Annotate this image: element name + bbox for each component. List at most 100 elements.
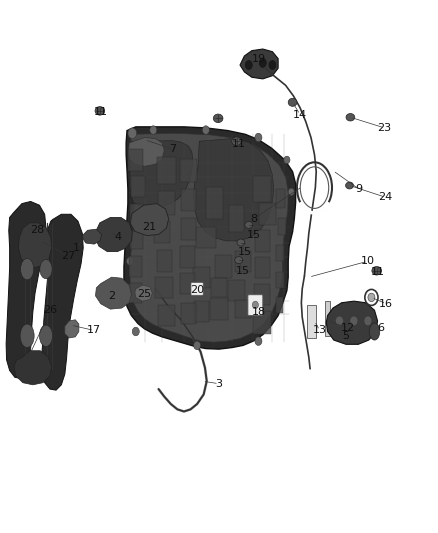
Text: 21: 21 (142, 222, 156, 231)
Text: 6: 6 (378, 323, 385, 333)
Ellipse shape (346, 182, 353, 189)
Bar (129, 256, 142, 277)
Circle shape (126, 294, 133, 303)
Bar (130, 204, 143, 223)
Text: 19: 19 (251, 54, 265, 63)
Ellipse shape (237, 239, 245, 246)
Ellipse shape (346, 114, 355, 121)
Text: 12: 12 (341, 323, 355, 333)
Bar (236, 251, 251, 272)
Ellipse shape (95, 107, 105, 115)
Bar (235, 300, 251, 319)
Bar (253, 311, 271, 334)
Polygon shape (135, 285, 152, 301)
Circle shape (255, 133, 262, 142)
Polygon shape (124, 127, 296, 349)
Bar (259, 203, 276, 225)
Bar (158, 305, 175, 326)
Circle shape (288, 188, 294, 196)
Bar (156, 250, 172, 272)
Bar (253, 176, 271, 202)
Bar (180, 246, 195, 268)
Circle shape (150, 126, 157, 134)
Text: 28: 28 (30, 225, 44, 235)
Polygon shape (95, 277, 131, 309)
Polygon shape (131, 204, 169, 236)
Circle shape (364, 316, 372, 326)
Text: 13: 13 (313, 326, 327, 335)
Ellipse shape (369, 323, 380, 340)
Polygon shape (95, 217, 132, 252)
Bar (155, 277, 173, 298)
Text: 10: 10 (361, 256, 375, 266)
Text: 15: 15 (238, 247, 252, 257)
Polygon shape (18, 223, 52, 268)
Circle shape (368, 293, 375, 302)
Ellipse shape (288, 98, 297, 106)
Bar (278, 218, 286, 235)
Text: 26: 26 (43, 305, 57, 315)
Text: 15: 15 (236, 266, 250, 276)
Bar (156, 157, 176, 184)
Text: 14: 14 (293, 110, 307, 119)
Polygon shape (128, 138, 164, 166)
Text: 24: 24 (378, 192, 392, 202)
Text: 18: 18 (251, 307, 265, 317)
Polygon shape (65, 320, 79, 338)
Bar (276, 189, 285, 207)
Ellipse shape (39, 325, 53, 346)
Polygon shape (130, 141, 193, 208)
Bar (206, 187, 223, 219)
Text: 15: 15 (247, 230, 261, 239)
Bar (131, 176, 145, 197)
Circle shape (268, 60, 277, 70)
Bar (254, 284, 270, 305)
Text: 25: 25 (138, 289, 152, 299)
Bar (215, 255, 232, 278)
Circle shape (350, 316, 358, 326)
Bar (158, 190, 175, 214)
Bar (130, 230, 143, 249)
Circle shape (202, 126, 209, 134)
Polygon shape (240, 49, 278, 79)
Bar (276, 297, 283, 313)
Polygon shape (82, 229, 102, 244)
Circle shape (127, 257, 134, 265)
Bar (210, 298, 228, 320)
Ellipse shape (21, 259, 34, 280)
Bar (180, 303, 196, 324)
FancyBboxPatch shape (191, 282, 203, 295)
Text: 11: 11 (232, 139, 246, 149)
Circle shape (365, 289, 378, 305)
Bar (255, 257, 271, 278)
Bar (325, 301, 330, 336)
Circle shape (284, 156, 290, 164)
Text: 3: 3 (215, 379, 223, 389)
Bar (228, 280, 245, 301)
Bar (180, 159, 197, 182)
Ellipse shape (245, 222, 253, 229)
Bar (154, 221, 170, 243)
Polygon shape (14, 351, 52, 385)
Ellipse shape (20, 324, 34, 348)
Circle shape (244, 60, 253, 70)
Text: 9: 9 (356, 184, 363, 194)
Bar (180, 273, 195, 294)
Text: 7: 7 (170, 144, 177, 154)
Circle shape (258, 58, 267, 68)
Ellipse shape (235, 257, 243, 263)
Ellipse shape (40, 260, 52, 279)
Bar (276, 245, 284, 261)
Polygon shape (6, 201, 46, 378)
Bar (255, 230, 271, 252)
Bar (129, 283, 142, 303)
Circle shape (194, 341, 201, 350)
Bar (180, 218, 196, 240)
Text: 17: 17 (87, 326, 101, 335)
Ellipse shape (213, 114, 223, 123)
Ellipse shape (372, 266, 381, 275)
Text: 5: 5 (343, 331, 350, 341)
Text: 23: 23 (378, 123, 392, 133)
Circle shape (336, 316, 343, 326)
Circle shape (128, 128, 137, 139)
